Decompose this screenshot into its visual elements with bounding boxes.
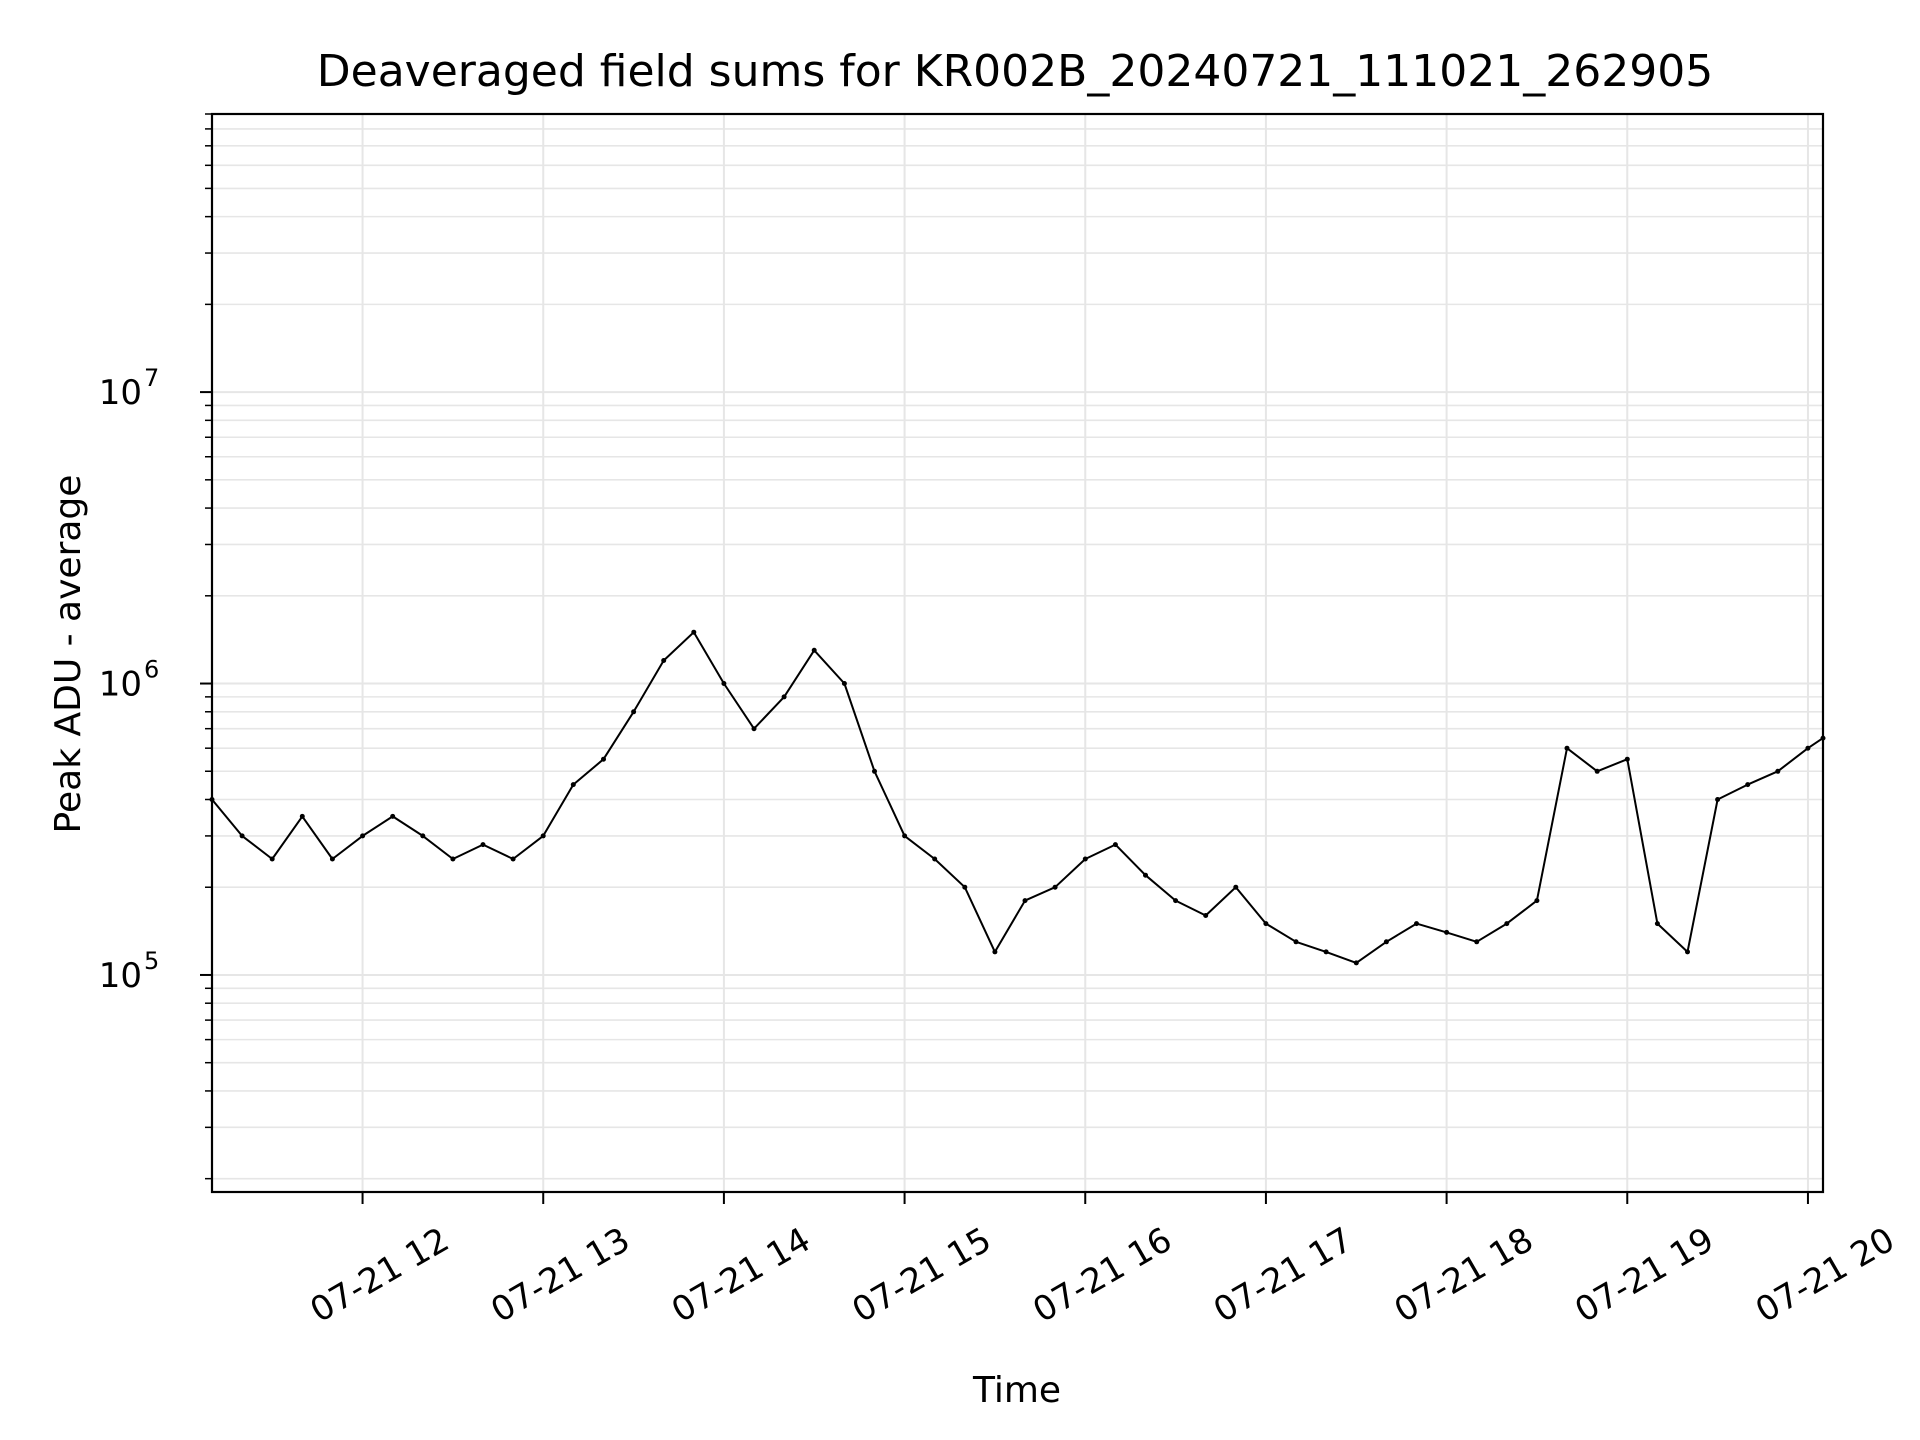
series-layer xyxy=(209,629,1826,966)
series-point xyxy=(1534,898,1540,904)
y-tick-label-exponent-2: 7 xyxy=(144,364,159,392)
series-point xyxy=(1414,921,1419,927)
series-point xyxy=(1203,913,1209,918)
series-point xyxy=(540,833,546,839)
series-point xyxy=(1715,797,1721,802)
y-tick-label-exponent-1: 6 xyxy=(144,656,159,684)
series-point xyxy=(1323,949,1329,955)
series-point xyxy=(1624,756,1630,762)
series-point xyxy=(872,768,877,774)
series-point xyxy=(1564,745,1570,751)
series-point xyxy=(1143,872,1148,878)
series-point xyxy=(420,833,426,839)
series-point xyxy=(1022,898,1028,904)
plot-frame xyxy=(210,112,1825,1194)
x-axis-label: Time xyxy=(972,1370,1061,1411)
series-point xyxy=(1293,939,1299,945)
series-point xyxy=(269,856,275,862)
series-point xyxy=(962,884,968,890)
y-axis-label: Peak ADU - average xyxy=(48,475,89,834)
y-tick-label-1: 10 xyxy=(99,665,142,705)
series-point xyxy=(239,833,245,839)
series-point xyxy=(480,842,486,848)
series-point xyxy=(691,629,697,635)
series-point xyxy=(1173,898,1179,904)
series-point xyxy=(1654,921,1660,927)
series-point xyxy=(661,658,667,663)
series-point xyxy=(1233,884,1239,890)
series-point xyxy=(299,813,305,819)
series-point xyxy=(1474,939,1480,945)
y-tick-label-0: 10 xyxy=(99,956,142,996)
series-point xyxy=(1504,921,1510,927)
series-point xyxy=(1353,960,1359,966)
series-point xyxy=(781,694,787,700)
series-point xyxy=(1112,842,1118,848)
series-point xyxy=(1444,929,1450,935)
series-point xyxy=(932,856,938,862)
series-point xyxy=(1775,768,1781,774)
series-point xyxy=(902,833,908,839)
series-point xyxy=(1805,745,1811,751)
chart-title: Deaveraged field sums for KR002B_2024072… xyxy=(317,46,1713,97)
series-point xyxy=(1383,939,1389,945)
plot-border xyxy=(210,112,1825,1194)
series-point xyxy=(811,647,817,653)
series-point xyxy=(1685,949,1690,955)
y-tick-label-2: 10 xyxy=(99,373,142,413)
series-point xyxy=(751,726,757,732)
series-point xyxy=(570,782,576,788)
series-point xyxy=(1082,856,1088,862)
series-point xyxy=(841,681,847,686)
series-point xyxy=(992,949,998,955)
series-point xyxy=(1594,768,1600,774)
series-point xyxy=(510,856,516,862)
series-point xyxy=(360,833,366,839)
series-point xyxy=(1263,921,1269,927)
series-point xyxy=(601,756,606,762)
series-point xyxy=(390,813,396,819)
series-point xyxy=(329,856,335,862)
series-point xyxy=(721,681,727,686)
series-point xyxy=(631,709,637,715)
series-point xyxy=(1052,884,1058,890)
y-tick-label-exponent-0: 5 xyxy=(144,947,159,975)
series-point xyxy=(1745,782,1751,788)
series-point xyxy=(450,856,456,862)
